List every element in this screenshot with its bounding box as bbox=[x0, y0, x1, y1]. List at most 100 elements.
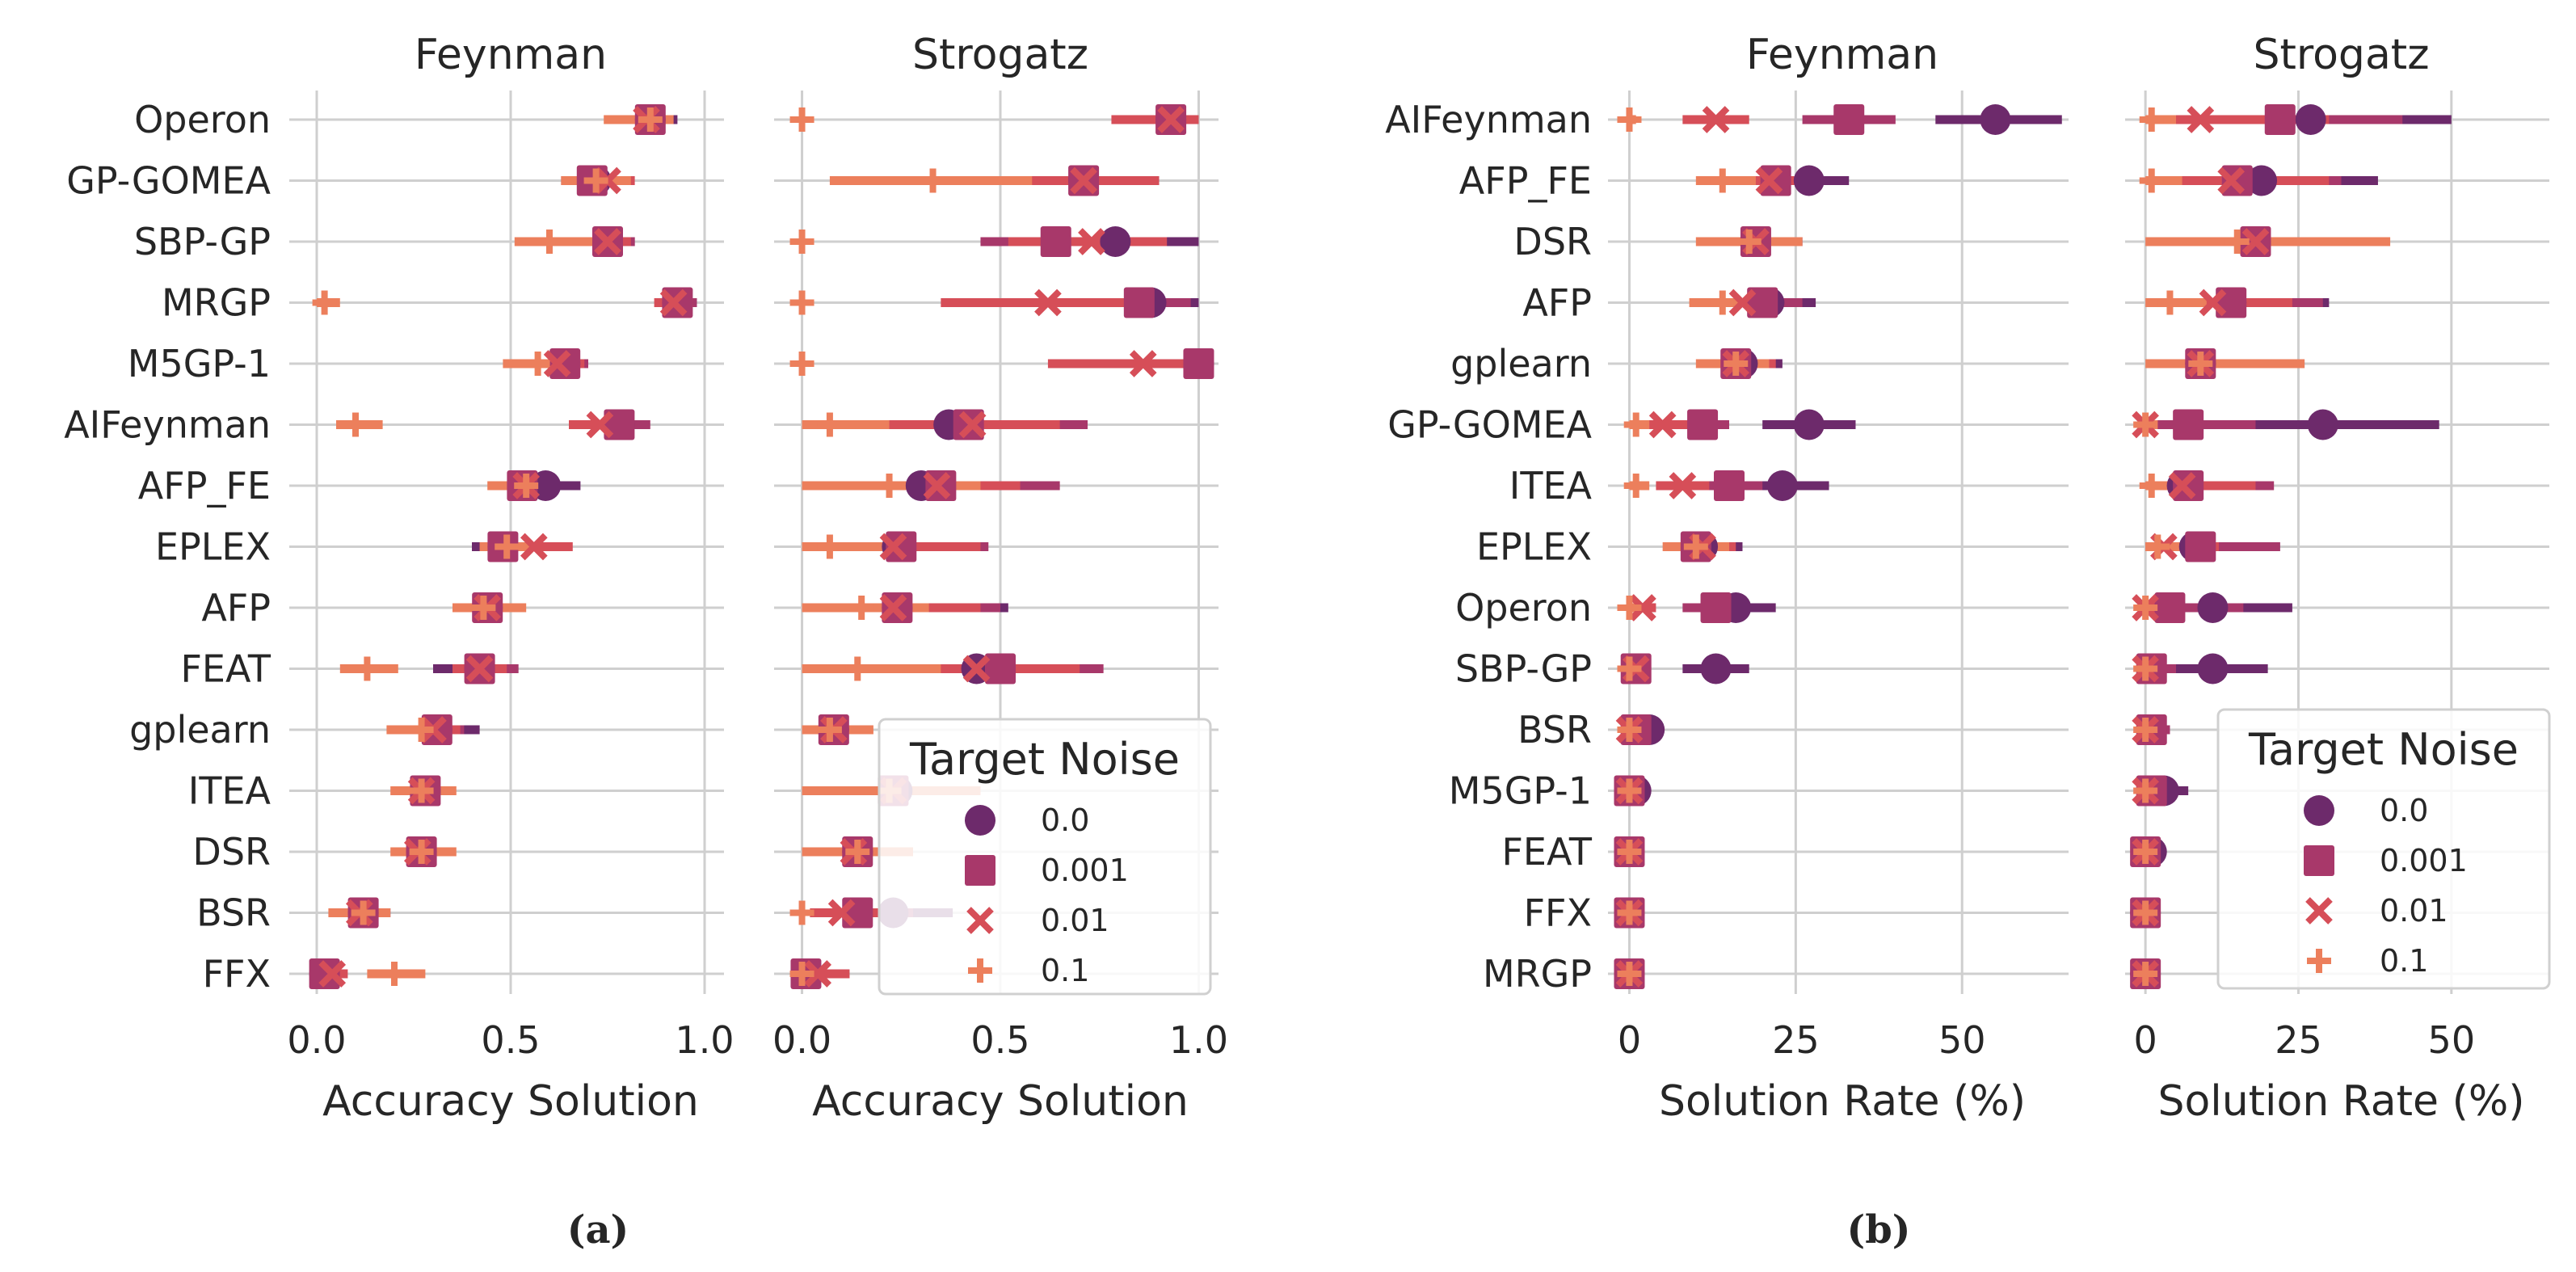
data-point-plus bbox=[409, 778, 434, 803]
legend-marker-plus bbox=[2307, 949, 2331, 973]
data-point-plus bbox=[817, 718, 842, 742]
data-point-x bbox=[543, 350, 571, 377]
data-point-square bbox=[2154, 592, 2186, 623]
x-tick-label: 0.0 bbox=[287, 1018, 346, 1062]
y-tick-label: GP-GOMEA bbox=[1387, 403, 1592, 447]
data-point-plus bbox=[343, 412, 368, 437]
data-point-plus bbox=[525, 352, 550, 376]
data-point-x bbox=[465, 655, 494, 683]
data-point-circle bbox=[1793, 165, 1825, 196]
legend-label: 0.0 bbox=[1041, 802, 1089, 838]
legend-marker-x bbox=[966, 907, 994, 934]
data-point-plus bbox=[2139, 107, 2164, 132]
y-tick-label: AIFeynman bbox=[1385, 98, 1592, 141]
data-point-circle bbox=[1100, 226, 1131, 257]
data-point-plus bbox=[638, 107, 663, 132]
data-point-square bbox=[1747, 287, 1778, 318]
y-tick-label: ITEA bbox=[188, 769, 271, 813]
data-point-plus bbox=[789, 107, 814, 132]
data-point-x bbox=[586, 411, 614, 439]
data-point-plus bbox=[2133, 412, 2158, 437]
data-point-square bbox=[2221, 165, 2253, 196]
data-point-plus bbox=[495, 534, 520, 559]
data-point-x bbox=[318, 960, 347, 988]
data-point-plus bbox=[537, 230, 562, 254]
x-tick-label: 25 bbox=[1772, 1018, 1820, 1062]
data-point-plus bbox=[789, 962, 814, 986]
data-point-plus bbox=[2188, 352, 2213, 376]
data-point-plus bbox=[514, 474, 539, 498]
legend-marker-square bbox=[965, 855, 995, 886]
data-point-plus bbox=[351, 900, 376, 925]
data-point-square bbox=[2173, 470, 2204, 501]
x-tick-label: 1.0 bbox=[675, 1018, 734, 1062]
data-point-plus bbox=[2133, 656, 2158, 681]
data-point-circle bbox=[2197, 592, 2229, 623]
y-tick-label: EPLEX bbox=[155, 525, 271, 569]
legend-marker-square bbox=[2304, 845, 2334, 876]
legend-label: 0.1 bbox=[1041, 953, 1089, 988]
y-tick-label: gplearn bbox=[1450, 342, 1592, 385]
x-axis-label: Accuracy Solution bbox=[812, 1077, 1189, 1126]
data-point-plus bbox=[471, 596, 496, 620]
data-point-square bbox=[2185, 531, 2216, 562]
y-tick-label: Operon bbox=[1455, 586, 1592, 630]
data-point-plus bbox=[1617, 718, 1642, 742]
y-tick-label: M5GP-1 bbox=[128, 342, 271, 385]
legend-marker-circle bbox=[965, 805, 995, 836]
data-point-plus bbox=[1683, 534, 1708, 559]
data-point-plus bbox=[409, 718, 434, 742]
data-point-plus bbox=[2133, 840, 2158, 864]
x-axis-label: Accuracy Solution bbox=[322, 1077, 699, 1126]
y-tick-label: AFP bbox=[201, 586, 271, 630]
data-point-square bbox=[985, 653, 1016, 684]
y-tick-label: BSR bbox=[1517, 708, 1592, 752]
data-point-square bbox=[1123, 287, 1155, 318]
plot-b-strogatz: Strogatz 0 25 50 Solution Rate (%) Target Noi… bbox=[2125, 31, 2551, 1126]
y-tick-label: BSR bbox=[196, 891, 271, 935]
legend-marker-circle bbox=[2304, 795, 2334, 826]
data-point-x bbox=[2199, 289, 2227, 317]
data-point-plus bbox=[1617, 656, 1642, 681]
data-point-square bbox=[1183, 348, 1214, 379]
y-tick-label: AIFeynman bbox=[64, 403, 271, 447]
subplot-title: Strogatz bbox=[2253, 31, 2429, 79]
data-point-plus bbox=[817, 412, 842, 437]
data-point-circle bbox=[1980, 104, 2011, 135]
data-point-plus bbox=[1617, 107, 1642, 132]
data-point-x bbox=[1755, 166, 1783, 195]
y-tick-label: SBP-GP bbox=[134, 220, 271, 263]
data-point-plus bbox=[789, 290, 814, 315]
data-point-plus bbox=[2133, 718, 2158, 742]
subplot-title: Feynman bbox=[415, 31, 607, 79]
data-point-circle bbox=[1766, 470, 1798, 501]
data-point-plus bbox=[409, 840, 434, 864]
data-point-plus bbox=[2145, 534, 2170, 559]
data-point-circle bbox=[2197, 653, 2229, 684]
y-tick-label: Operon bbox=[134, 98, 271, 141]
y-tick-label: M5GP-1 bbox=[1449, 769, 1592, 813]
data-point-circle bbox=[2307, 409, 2338, 440]
data-point-square bbox=[1760, 165, 1791, 196]
data-point-square bbox=[1687, 409, 1719, 440]
y-tick-label: ITEA bbox=[1509, 464, 1593, 508]
data-point-plus bbox=[1617, 962, 1642, 986]
y-tick-label: DSR bbox=[1513, 220, 1592, 263]
y-tick-label: SBP-GP bbox=[1455, 647, 1592, 691]
data-point-x bbox=[958, 411, 987, 439]
data-point-x bbox=[1070, 166, 1097, 195]
data-point-x bbox=[923, 472, 951, 499]
data-point-x bbox=[1702, 106, 1730, 133]
data-point-plus bbox=[1736, 230, 1762, 254]
data-point-plus bbox=[817, 534, 842, 559]
data-point-square bbox=[2264, 104, 2296, 135]
data-point-plus bbox=[2133, 900, 2158, 925]
data-point-plus bbox=[1710, 290, 1735, 315]
data-point-plus bbox=[920, 168, 945, 193]
data-point-x bbox=[879, 533, 907, 561]
x-tick-label: 0.5 bbox=[970, 1018, 1029, 1062]
data-point-square bbox=[2173, 409, 2204, 440]
data-point-plus bbox=[1710, 168, 1735, 193]
data-point-plus bbox=[583, 168, 608, 193]
data-point-square bbox=[886, 531, 917, 562]
